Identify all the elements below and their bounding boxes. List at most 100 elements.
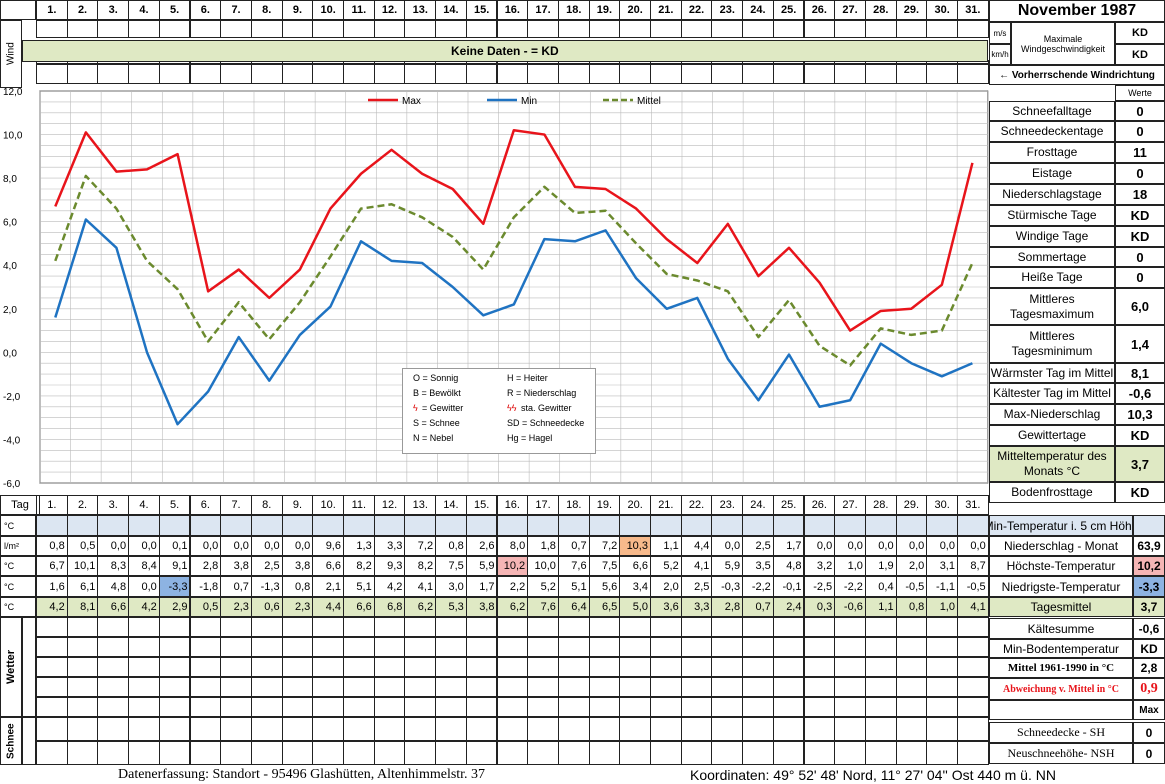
table-cell: 6,8	[373, 597, 406, 617]
table-cell: 4,4	[680, 536, 713, 556]
wetter-cell	[680, 697, 713, 717]
wetter-cell	[189, 617, 222, 637]
table-cell: 2,2	[496, 576, 529, 597]
table-day: 5.	[158, 495, 191, 515]
table-cell: 0,5	[66, 536, 99, 556]
wetter-cell	[834, 677, 866, 697]
wetter-cell	[527, 657, 559, 677]
wetter-cell	[619, 637, 651, 657]
table-cell	[220, 515, 252, 536]
schnee-cell	[957, 717, 989, 741]
table-cell: 5,0	[619, 597, 651, 617]
table-cell: 9,6	[312, 536, 344, 556]
schnee-cell	[496, 717, 529, 741]
table-cell: 3,0	[435, 576, 467, 597]
wetter-cell	[650, 697, 682, 717]
wetter-cell	[465, 617, 498, 637]
wetter-cell	[189, 637, 222, 657]
schnee-cell	[588, 717, 621, 741]
table-cell	[465, 515, 498, 536]
table-cell: -0,1	[772, 576, 805, 597]
summary-value: KD	[1133, 639, 1165, 658]
wetter-cell	[742, 617, 774, 637]
y-tick-label: 10,0	[3, 131, 23, 142]
table-day: 8.	[250, 495, 283, 515]
wetter-cell	[343, 697, 375, 717]
table-cell: 3,3	[373, 536, 406, 556]
wetter-cell	[557, 637, 590, 657]
schnee-cell	[895, 741, 928, 765]
wetter-cell	[834, 697, 866, 717]
row-label: Min-Temperatur i. 5 cm Höhe	[989, 515, 1133, 536]
stat-label: Heiße Tage	[989, 267, 1115, 288]
table-cell	[97, 515, 130, 536]
wetter-cell	[926, 677, 958, 697]
wetter-cell	[250, 697, 283, 717]
table-cell: 6,6	[619, 556, 651, 576]
table-cell: 3,8	[220, 556, 252, 576]
table-cell	[189, 515, 222, 536]
table-cell: 1,0	[926, 597, 958, 617]
stat-value: 0	[1115, 247, 1165, 267]
table-cell: 2,5	[250, 556, 283, 576]
wetter-cell	[803, 697, 836, 717]
schnee-cell	[373, 717, 406, 741]
wetter-cell	[220, 637, 252, 657]
legend-symbol-item: N = Nebel	[413, 433, 454, 443]
wetter-cell	[281, 657, 314, 677]
schnee-cell	[189, 741, 222, 765]
schnee-cell	[220, 741, 252, 765]
schnee-cell	[250, 741, 283, 765]
table-cell: 0,0	[128, 536, 160, 556]
wetter-cell	[220, 677, 252, 697]
schnee-cell	[158, 741, 191, 765]
wetter-cell	[496, 697, 529, 717]
wetter-cell	[189, 677, 222, 697]
table-cell	[803, 515, 836, 536]
wetter-cell	[312, 617, 344, 637]
schnee-cell	[404, 741, 437, 765]
schnee-cell	[373, 741, 406, 765]
summary-label	[989, 700, 1133, 720]
schnee-cell	[619, 717, 651, 741]
schnee-cell	[312, 717, 344, 741]
legend-label: Max	[402, 96, 421, 107]
table-cell: 6,6	[343, 597, 375, 617]
wetter-cell	[895, 677, 928, 697]
table-cell	[158, 515, 191, 536]
wetter-cell	[220, 617, 252, 637]
y-tick-label: -4,0	[3, 435, 21, 446]
table-cell: 1,6	[36, 576, 68, 597]
table-cell: 9,1	[158, 556, 191, 576]
table-cell: 3,8	[465, 597, 498, 617]
wind-cell	[957, 20, 989, 38]
y-tick-label: 6,0	[3, 218, 17, 229]
summary-value: -0,6	[1133, 618, 1165, 639]
table-day: 29.	[895, 495, 928, 515]
table-cell: 8,3	[97, 556, 130, 576]
table-cell: 6,4	[557, 597, 590, 617]
table-cell: -2,2	[834, 576, 866, 597]
wetter-cell	[465, 697, 498, 717]
table-cell: 4,1	[404, 576, 437, 597]
legend-symbol-item: = Gewitter	[422, 403, 464, 413]
table-cell: 0,0	[250, 536, 283, 556]
schnee-cell	[281, 717, 314, 741]
wetter-cell	[158, 677, 191, 697]
schnee-cell	[435, 717, 467, 741]
max-wind-label: Maximale Windgeschwindigkeit	[1011, 22, 1115, 65]
table-cell: 3,2	[803, 556, 836, 576]
table-cell: 5,1	[557, 576, 590, 597]
table-cell	[250, 515, 283, 536]
legend-label: Min	[521, 96, 537, 107]
wetter-cell	[189, 657, 222, 677]
max-wind-kmh: KD	[1115, 44, 1165, 65]
wetter-cell	[404, 617, 437, 637]
wetter-cell	[66, 617, 99, 637]
table-cell: 0,0	[864, 536, 897, 556]
schnee-cell	[588, 741, 621, 765]
stat-label: Frosttage	[989, 142, 1115, 163]
row-label: Tagesmittel	[989, 597, 1133, 617]
wetter-cell	[465, 637, 498, 657]
table-day: 13.	[404, 495, 437, 515]
